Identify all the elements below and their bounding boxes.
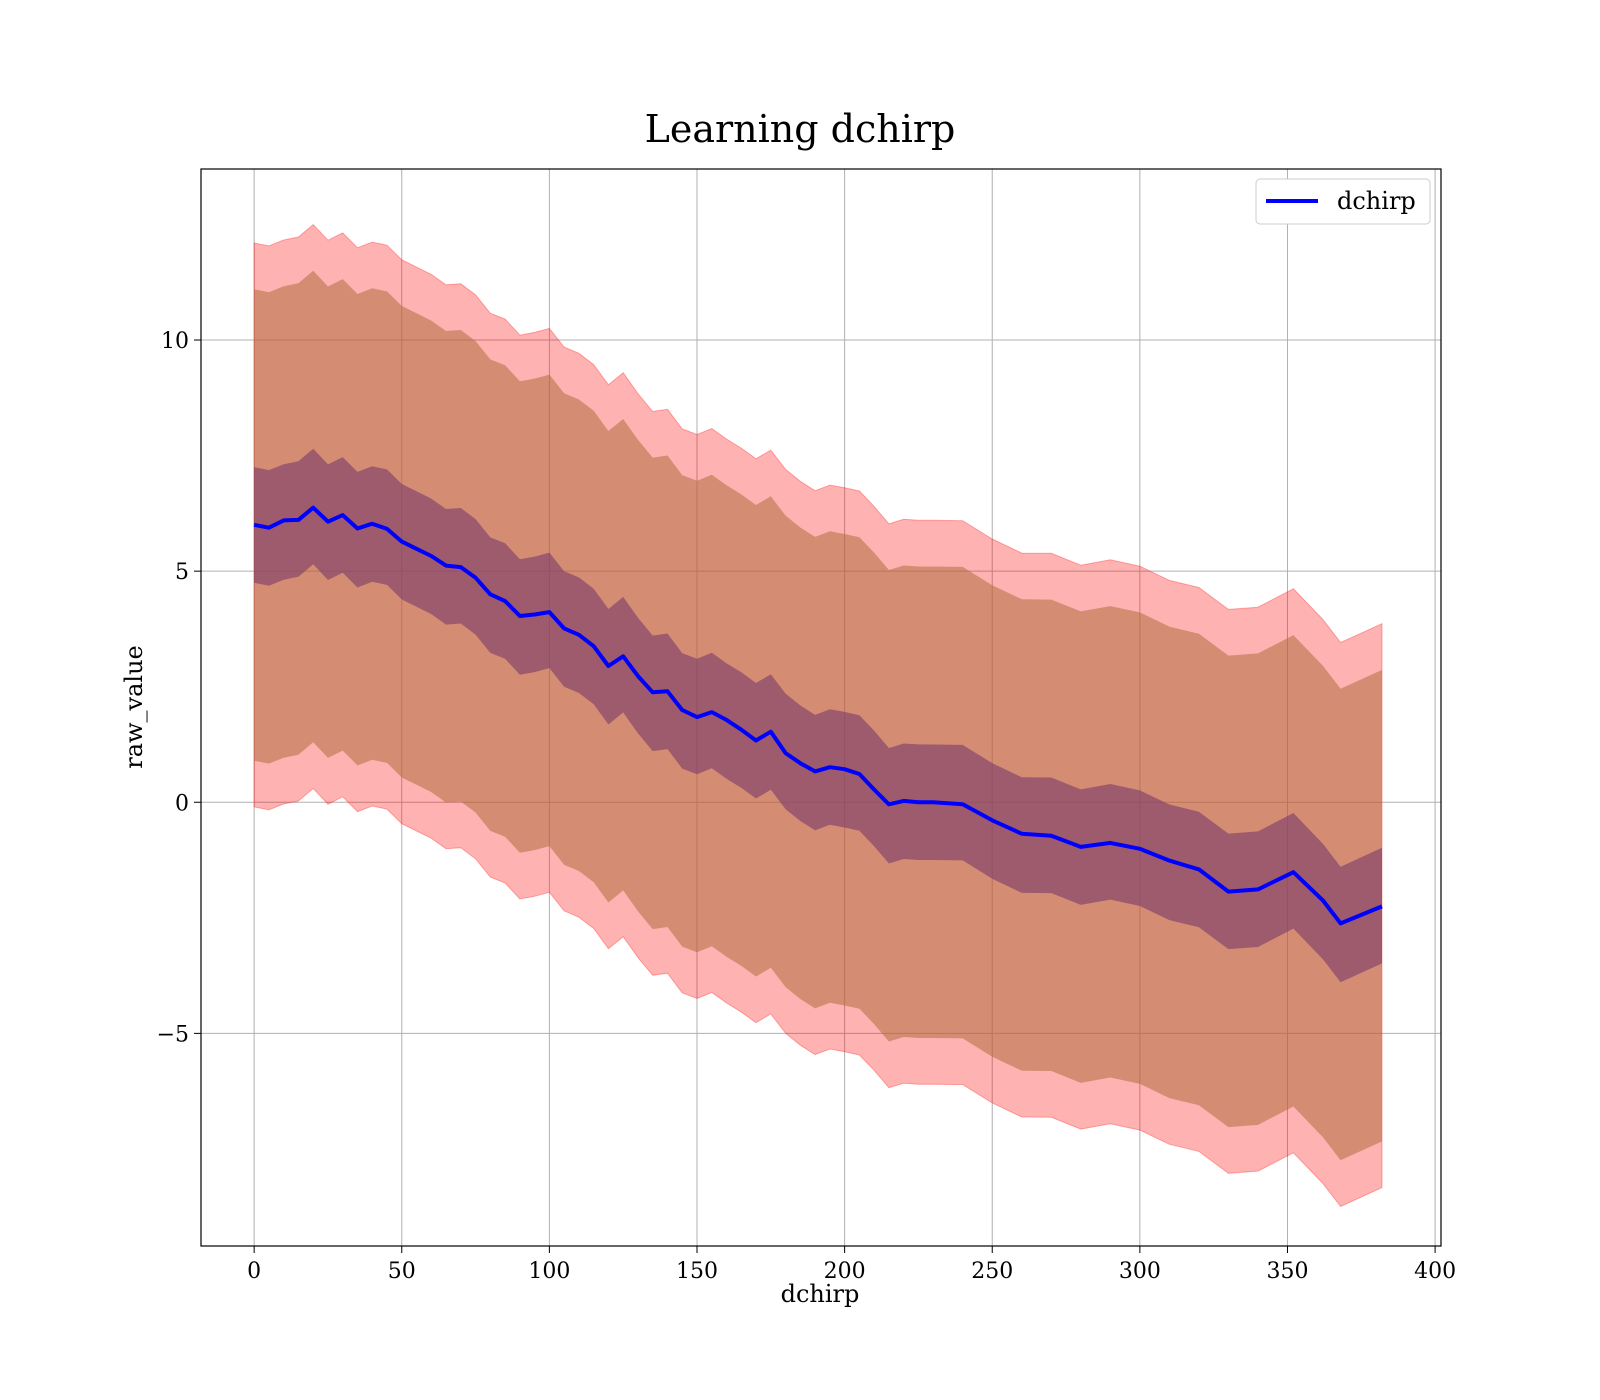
series-line-dchirp [253, 505, 1383, 926]
bands [253, 223, 1383, 1208]
x-tick-label: 400 [1414, 1259, 1456, 1284]
plot-frame [200, 168, 1442, 1247]
x-tick-label: 300 [1119, 1259, 1161, 1284]
chart-title: Learning dchirp [645, 107, 956, 151]
x-tick-label: 100 [528, 1259, 570, 1284]
legend-label: dchirp [1337, 187, 1416, 215]
x-tick-label: 150 [676, 1259, 718, 1284]
legend: dchirp [1255, 178, 1431, 225]
x-tick-label: 250 [971, 1259, 1013, 1284]
x-tick-label: 200 [824, 1259, 866, 1284]
x-axis-label: dchirp [781, 1280, 860, 1308]
y-tick-label: −5 [157, 1022, 189, 1047]
legend-box [1255, 178, 1431, 225]
y-tick-label: 0 [175, 791, 189, 816]
x-ticks: 0 50 100 150 200 250 300 350 400 [247, 1246, 1456, 1284]
y-tick-label: 5 [175, 560, 189, 585]
inner-band [254, 448, 1383, 983]
y-tick-label: 10 [161, 329, 189, 354]
y-ticks: −5 0 5 10 [157, 329, 201, 1047]
x-tick-label: 350 [1266, 1259, 1308, 1284]
y-axis-label: raw_value [120, 645, 148, 769]
x-tick-label: 0 [247, 1259, 261, 1284]
lines [253, 505, 1383, 926]
x-tick-label: 50 [388, 1259, 416, 1284]
